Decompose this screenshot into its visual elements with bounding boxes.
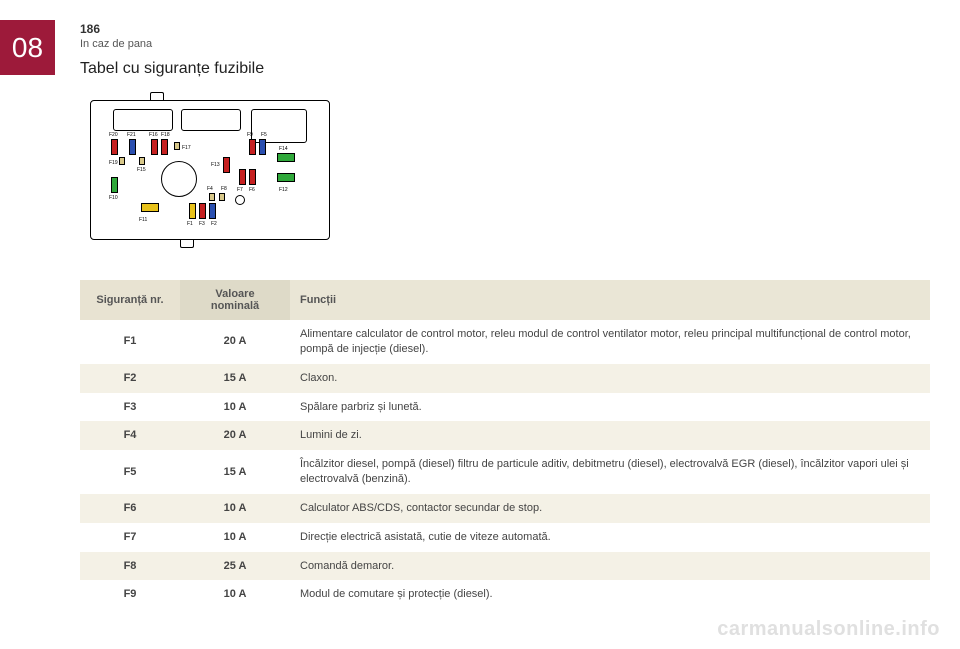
relay-slot (251, 109, 307, 143)
cell-fuse-no: F7 (80, 523, 180, 552)
relay-slot (113, 109, 173, 131)
cell-rating: 10 A (180, 580, 290, 609)
table-row: F515 AÎncălzitor diesel, pompă (diesel) … (80, 450, 930, 494)
table-row: F610 ACalculator ABS/CDS, contactor secu… (80, 494, 930, 523)
board-tab-top (150, 92, 164, 100)
fuse-f8 (219, 193, 225, 201)
cell-function: Spălare parbriz și lunetă. (290, 393, 930, 422)
fuse-f1 (189, 203, 196, 219)
fuse-f11 (141, 203, 159, 212)
fuse-f21 (129, 139, 136, 155)
cell-function: Claxon. (290, 364, 930, 393)
fuse-label: F20 (109, 132, 118, 138)
cell-fuse-no: F6 (80, 494, 180, 523)
fuse-f19 (119, 157, 125, 165)
fuse-table: Siguranță nr. Valoare nominală Funcții F… (80, 280, 930, 609)
fuse-label: F7 (237, 187, 243, 193)
cell-rating: 20 A (180, 320, 290, 364)
page-number: 186 (80, 22, 152, 36)
cell-fuse-no: F9 (80, 580, 180, 609)
fuse-f16 (151, 139, 158, 155)
fuse-label: F1 (187, 221, 193, 227)
fuse-label: F16 (149, 132, 158, 138)
cell-function: Alimentare calculator de control motor, … (290, 320, 930, 364)
table-row: F215 AClaxon. (80, 364, 930, 393)
board-tab-bottom (180, 240, 194, 248)
header-rating: Valoare nominală (180, 280, 290, 320)
fuse-f12 (277, 173, 295, 182)
fuse-label: F9 (247, 132, 253, 138)
cell-rating: 10 A (180, 494, 290, 523)
cell-fuse-no: F8 (80, 552, 180, 581)
header-fuse-no: Siguranță nr. (80, 280, 180, 320)
table-row: F310 ASpălare parbriz și lunetă. (80, 393, 930, 422)
fuse-f20 (111, 139, 118, 155)
fusebox-board: F20 F21 F16F18 F17 F19 F15 F10 F11 F13 F9 F5 F14 F7 F… (90, 100, 330, 240)
fuse-label: F18 (161, 132, 170, 138)
fuse-f10 (111, 177, 118, 193)
fuse-f5 (259, 139, 266, 155)
fuse-f2 (209, 203, 216, 219)
fuse-label: F17 (182, 145, 191, 151)
cell-fuse-no: F2 (80, 364, 180, 393)
cell-fuse-no: F4 (80, 421, 180, 450)
fuse-label: F2 (211, 221, 217, 227)
chapter-badge: 08 (0, 20, 55, 75)
fuse-label: F21 (127, 132, 136, 138)
fuse-f13 (223, 157, 230, 173)
cell-rating: 10 A (180, 523, 290, 552)
fuse-f15 (139, 157, 145, 165)
fuse-label: F11 (139, 217, 147, 223)
fuse-label: F14 (279, 146, 288, 152)
cell-rating: 20 A (180, 421, 290, 450)
cell-function: Lumini de zi. (290, 421, 930, 450)
fuse-label: F5 (261, 132, 267, 138)
mount-hole (161, 161, 197, 197)
table-row: F120 AAlimentare calculator de control m… (80, 320, 930, 364)
fuse-label: F13 (211, 162, 220, 168)
fuse-label: F12 (279, 187, 288, 193)
cell-fuse-no: F1 (80, 320, 180, 364)
fuse-label: F4 (207, 186, 213, 192)
relay-slot (181, 109, 241, 131)
fuse-f6 (249, 169, 256, 185)
cell-rating: 15 A (180, 450, 290, 494)
table-row: F910 AModul de comutare și protecție (di… (80, 580, 930, 609)
table-header-row: Siguranță nr. Valoare nominală Funcții (80, 280, 930, 320)
cell-fuse-no: F3 (80, 393, 180, 422)
page-header: 186 In caz de pana (80, 22, 152, 50)
cell-function: Calculator ABS/CDS, contactor secundar d… (290, 494, 930, 523)
cell-function: Încălzitor diesel, pompă (diesel) filtru… (290, 450, 930, 494)
section-name: In caz de pana (80, 38, 152, 50)
fuse-f7 (239, 169, 246, 185)
cell-fuse-no: F5 (80, 450, 180, 494)
cell-rating: 25 A (180, 552, 290, 581)
fuse-f4 (209, 193, 215, 201)
fusebox-diagram: F20 F21 F16F18 F17 F19 F15 F10 F11 F13 F9 F5 F14 F7 F… (80, 90, 340, 250)
table-row: F710 ADirecție electrică asistată, cutie… (80, 523, 930, 552)
cell-rating: 10 A (180, 393, 290, 422)
cell-function: Modul de comutare și protecție (diesel). (290, 580, 930, 609)
header-function: Funcții (290, 280, 930, 320)
fuse-label: F10 (109, 195, 118, 201)
fuse-f17 (174, 142, 180, 150)
fuse-label: F3 (199, 221, 205, 227)
fuse-label: F8 (221, 186, 227, 192)
mount-hole-small (235, 195, 245, 205)
fuse-f3 (199, 203, 206, 219)
fuse-f9 (249, 139, 256, 155)
watermark: carmanualsonline.info (717, 618, 940, 641)
page-title: Tabel cu siguranțe fuzibile (80, 60, 264, 78)
table-row: F825 AComandă demaror. (80, 552, 930, 581)
fuse-f14 (277, 153, 295, 162)
fuse-f18 (161, 139, 168, 155)
cell-rating: 15 A (180, 364, 290, 393)
cell-function: Direcție electrică asistată, cutie de vi… (290, 523, 930, 552)
fuse-label: F6 (249, 187, 255, 193)
cell-function: Comandă demaror. (290, 552, 930, 581)
fuse-label: F19 (109, 160, 118, 166)
fuse-label: F15 (137, 167, 146, 173)
table-row: F420 ALumini de zi. (80, 421, 930, 450)
